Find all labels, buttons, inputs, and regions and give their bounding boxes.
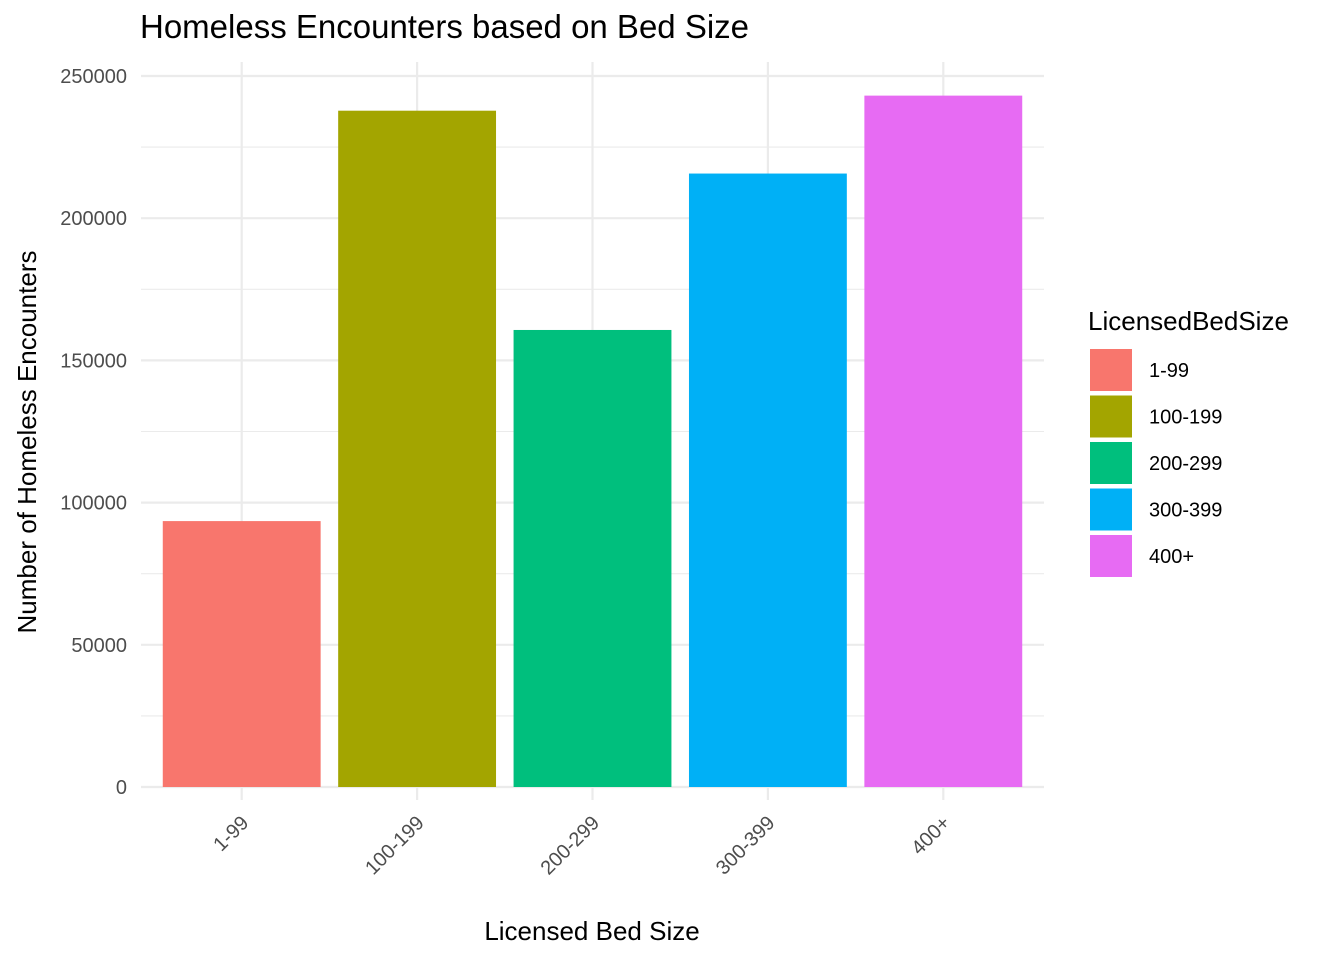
legend-label: 1-99 — [1149, 360, 1189, 382]
y-tick-label: 50000 — [71, 635, 127, 657]
bars — [162, 95, 1023, 788]
y-tick-label: 250000 — [60, 66, 127, 88]
y-tick-label: 0 — [116, 777, 127, 799]
chart-title: Homeless Encounters based on Bed Size — [140, 8, 749, 45]
bar-1-99 — [162, 521, 321, 787]
legend-items: 1-99 100-199 200-299 300-399 400+ — [1090, 349, 1222, 577]
x-axis-ticks: 1-99 100-199 200-299 300-399 400+ — [209, 812, 954, 879]
bar-300-399 — [688, 173, 847, 787]
y-tick-label: 100000 — [60, 493, 127, 515]
bar-100-199 — [338, 110, 497, 788]
legend-label: 300-399 — [1149, 500, 1222, 522]
y-tick-label: 200000 — [60, 208, 127, 230]
legend-title: LicensedBedSize — [1088, 306, 1289, 336]
legend: LicensedBedSize 1-99 100-199 200-299 300-39… — [1088, 306, 1289, 577]
y-axis-title: Number of Homeless Encounters — [12, 251, 42, 634]
x-axis-title: Licensed Bed Size — [484, 916, 699, 946]
y-tick-label: 150000 — [60, 350, 127, 372]
x-tick-label: 100-199 — [361, 812, 428, 879]
legend-label: 400+ — [1149, 546, 1194, 568]
legend-swatch — [1090, 442, 1132, 484]
legend-swatch — [1090, 488, 1132, 531]
bar-400+ — [864, 95, 1023, 787]
legend-label: 100-199 — [1149, 407, 1222, 429]
legend-swatch — [1090, 395, 1132, 438]
legend-swatch — [1090, 349, 1132, 391]
x-tick-label: 400+ — [907, 812, 954, 859]
x-tick-label: 300-399 — [712, 812, 779, 879]
legend-label: 200-299 — [1149, 453, 1222, 475]
y-axis-ticks: 0 50000 100000 150000 200000 250000 — [60, 66, 127, 799]
legend-swatch — [1090, 535, 1132, 577]
x-tick-label: 200-299 — [537, 812, 604, 879]
x-tick-label: 1-99 — [209, 812, 253, 856]
bar-200-299 — [513, 329, 672, 787]
